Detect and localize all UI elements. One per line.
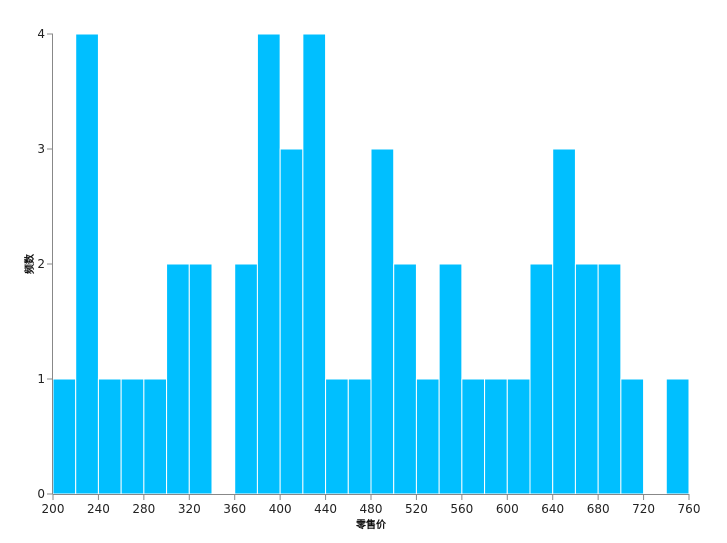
x-tick-label: 600 — [496, 502, 519, 516]
histogram-bar-580-600 — [484, 378, 508, 495]
x-tick-label: 400 — [269, 502, 292, 516]
histogram-bar-480-500 — [370, 148, 395, 495]
x-tick-label: 640 — [541, 502, 564, 516]
x-tick-label: 720 — [632, 502, 655, 516]
histogram-bar-260-280 — [120, 378, 145, 495]
x-tick-label: 280 — [132, 502, 155, 516]
x-tick-label: 240 — [87, 502, 110, 516]
histogram-bar-640-660 — [552, 148, 576, 495]
histogram-bar-300-320 — [166, 263, 190, 495]
histogram-bar-420-440 — [302, 33, 327, 495]
histogram-bar-380-400 — [256, 33, 281, 495]
y-tick-label: 2 — [37, 257, 45, 271]
histogram-bar-700-720 — [620, 378, 645, 495]
histogram-bar-360-380 — [234, 263, 258, 495]
x-tick-label: 560 — [450, 502, 473, 516]
y-tick-label: 3 — [37, 142, 45, 156]
x-tick-label: 320 — [178, 502, 201, 516]
y-axis-ticks: 0 1 2 3 4 — [37, 27, 53, 501]
histogram-bar-680-700 — [597, 263, 622, 495]
histogram-bar-320-340 — [188, 263, 213, 495]
histogram-bar-240-260 — [97, 378, 122, 495]
histogram-bar-740-760 — [665, 378, 690, 495]
x-tick-label: 480 — [360, 502, 383, 516]
y-tick-label: 0 — [37, 487, 45, 501]
histogram-bar-440-460 — [325, 378, 349, 495]
histogram-bar-460-480 — [347, 378, 372, 495]
histogram-bar-600-620 — [506, 378, 531, 495]
y-tick-label: 4 — [37, 27, 45, 41]
histogram-bar-200-220 — [52, 378, 77, 495]
histogram-bar-620-640 — [529, 263, 554, 495]
y-tick-label: 1 — [37, 372, 45, 386]
x-tick-label: 520 — [405, 502, 428, 516]
histogram-bar-540-560 — [438, 263, 463, 495]
x-tick-label: 760 — [678, 502, 701, 516]
x-tick-label: 680 — [587, 502, 610, 516]
histogram-bar-280-300 — [143, 378, 168, 495]
x-axis-ticks: 200 240 280 320 360 400 440 480 520 560 600 640 680 7… — [42, 494, 701, 516]
histogram-bar-220-240 — [75, 33, 99, 495]
x-tick-label: 360 — [223, 502, 246, 516]
x-tick-label: 200 — [42, 502, 65, 516]
bar-group — [52, 33, 690, 495]
histogram-bar-520-540 — [415, 378, 440, 495]
histogram-bar-560-580 — [461, 378, 486, 495]
histogram-bar-400-420 — [279, 148, 304, 495]
histogram-bar-500-520 — [393, 263, 417, 495]
x-tick-label: 440 — [314, 502, 337, 516]
histogram-bar-660-680 — [574, 263, 599, 495]
y-axis-title: 频数 — [23, 253, 36, 274]
x-axis-title: 零售价 — [355, 518, 387, 531]
